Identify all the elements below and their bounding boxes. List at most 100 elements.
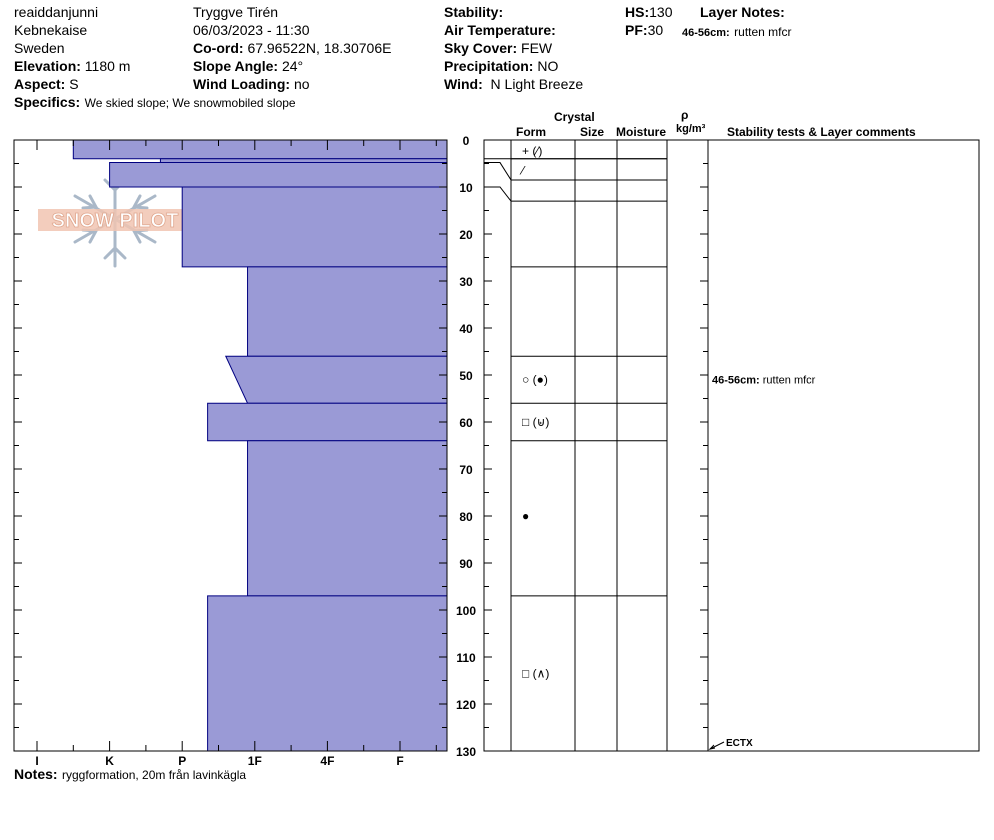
observer-name: reaiddanjunni xyxy=(14,4,99,20)
elevation-value: 1180 m xyxy=(84,58,131,74)
sky-value: FEW xyxy=(521,40,553,56)
wind-loading-value: no xyxy=(293,76,310,92)
depth-tick-label: 70 xyxy=(459,463,473,477)
pf-label: PF: xyxy=(625,22,648,38)
observer-full-name: Tryggve Tirén xyxy=(193,4,279,20)
location: Kebnekaise xyxy=(14,22,88,38)
rho-header: ρ xyxy=(681,108,689,122)
stability-test-pointer xyxy=(709,741,725,750)
depth-tick-label: 110 xyxy=(456,651,476,665)
layer-notes-label: Layer Notes: xyxy=(700,4,785,20)
pf-value: 30 xyxy=(647,22,664,38)
coord-value: 67.96522N, 18.30706E xyxy=(247,40,392,56)
stability-test-label: ECTX xyxy=(726,738,753,749)
hardness-layer xyxy=(109,162,448,188)
specifics-value: We skied slope; We snowmobiled slope xyxy=(84,96,296,110)
layer-connector-line xyxy=(484,162,512,181)
wind-loading: Wind Loading: no xyxy=(193,77,310,91)
depth-tick-label: 100 xyxy=(456,604,476,618)
hardness-layer xyxy=(181,186,448,268)
specifics-label: Specifics: xyxy=(14,94,81,110)
stability: Stability: xyxy=(444,5,503,19)
profile-table-frame xyxy=(483,139,980,752)
crystal-form-symbol: ○ (●) xyxy=(522,373,548,387)
hs: HS:130 xyxy=(625,5,672,19)
density-unit-header: kg/m³ xyxy=(676,123,706,135)
observation-datetime: 06/03/2023 - 11:30 xyxy=(193,22,310,38)
layer-note-text: rutten mfcr xyxy=(734,25,792,39)
stability-label: Stability: xyxy=(444,4,504,20)
notes-value: ryggformation, 20m från lavinkägla xyxy=(62,768,247,782)
depth-tick-label: 40 xyxy=(459,322,473,336)
layer-note: 46-56cm: rutten mfcr xyxy=(682,24,792,40)
air-temp-label: Air Temperature: xyxy=(444,22,556,38)
notes: Notes: ryggformation, 20m från lavinkägl… xyxy=(14,767,246,783)
notes-label: Notes: xyxy=(14,766,58,782)
stability-comments-header: Stability tests & Layer comments xyxy=(727,125,916,139)
aspect-label: Aspect: xyxy=(14,76,66,92)
depth-tick-label: 50 xyxy=(459,369,473,383)
country: Sweden xyxy=(14,40,65,56)
slope-value: 24° xyxy=(281,58,304,74)
hardness-layer xyxy=(247,266,448,357)
slope-angle: Slope Angle: 24° xyxy=(193,59,303,73)
crystal-form-symbol: □ (∧) xyxy=(522,666,549,680)
depth-tick-label: 80 xyxy=(459,510,473,524)
hardness-tick-label: K xyxy=(105,754,114,768)
aspect-value: S xyxy=(69,76,79,92)
pf: PF:30 xyxy=(625,23,663,37)
crystal-form-symbol: + (⁄) xyxy=(522,144,542,158)
stability-test-arrowhead xyxy=(708,744,716,750)
hs-value: 130 xyxy=(649,4,673,20)
wind: Wind: N Light Breeze xyxy=(444,77,583,91)
layer-comment-text: rutten mfcr xyxy=(763,375,816,387)
depth-tick-label: 90 xyxy=(459,557,473,571)
depth-tick-label: 0 xyxy=(463,134,470,148)
wind-label: Wind: xyxy=(444,76,483,92)
hardness-layer xyxy=(72,139,448,160)
sky-cover: Sky Cover: FEW xyxy=(444,41,552,55)
coord-label: Co-ord: xyxy=(193,40,244,56)
elevation: Elevation: 1180 m xyxy=(14,59,130,73)
depth-tick-label: 30 xyxy=(459,275,473,289)
layer-comment: 46-56cm: rutten mfcr xyxy=(712,375,816,387)
hardness-tick-label: 1F xyxy=(248,754,262,768)
slope-label: Slope Angle: xyxy=(193,58,279,74)
hardness-layer xyxy=(247,440,448,597)
coordinates: Co-ord: 67.96522N, 18.30706E xyxy=(193,41,391,55)
logo-text: SNOW PILOT xyxy=(52,210,179,232)
depth-tick-label: 60 xyxy=(459,416,473,430)
hs-label: HS: xyxy=(625,4,650,20)
precipitation: Precipitation: NO xyxy=(444,59,558,73)
crystal-form-symbol: ⁄ xyxy=(519,164,526,178)
crystal-form-symbol: □ (⊌) xyxy=(522,415,549,429)
snowpilot-logo: SNOW PILOT xyxy=(38,170,192,268)
wind-value: N Light Breeze xyxy=(490,76,584,92)
hardness-tick-label: 4F xyxy=(320,754,334,768)
hardness-layer xyxy=(207,402,448,442)
crystal-form-symbol: ● xyxy=(522,509,529,523)
form-header: Form xyxy=(516,125,546,139)
air-temperature: Air Temperature: xyxy=(444,23,556,37)
elevation-label: Elevation: xyxy=(14,58,81,74)
depth-tick-label: 20 xyxy=(459,228,473,242)
layer-comment-range: 46-56cm: xyxy=(712,375,763,387)
depth-tick-label: 130 xyxy=(456,745,476,759)
size-header: Size xyxy=(580,125,605,139)
layer-connector-line xyxy=(484,186,512,202)
crystal-header: Crystal xyxy=(554,110,595,124)
precip-label: Precipitation: xyxy=(444,58,534,74)
wind-loading-label: Wind Loading: xyxy=(193,76,291,92)
aspect: Aspect: S xyxy=(14,77,79,91)
hardness-tick-label: F xyxy=(396,754,403,768)
specifics: Specifics: We skied slope; We snowmobile… xyxy=(14,95,296,111)
hardness-tick-label: I xyxy=(35,754,38,768)
depth-tick-label: 120 xyxy=(456,698,476,712)
hardness-layer xyxy=(207,595,448,752)
moisture-header: Moisture xyxy=(616,125,667,139)
hardness-layer xyxy=(224,355,448,404)
depth-tick-label: 10 xyxy=(459,181,473,195)
hardness-tick-label: P xyxy=(178,754,186,768)
hardness-layer xyxy=(159,158,448,164)
